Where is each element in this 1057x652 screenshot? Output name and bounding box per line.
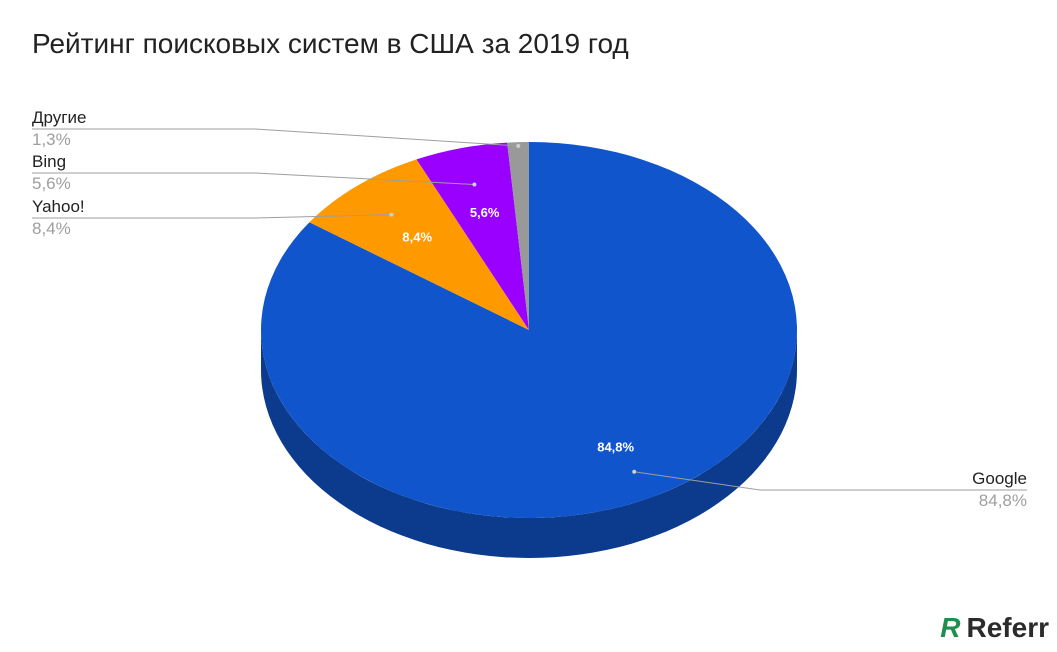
pie-sides bbox=[261, 330, 797, 558]
pie-side-google bbox=[261, 330, 797, 558]
brand-mark-icon: R bbox=[940, 612, 961, 643]
pie-callouts: Google 84,8% Другие 1,3% Bing 5,6% Yahoo! 8,4% bbox=[32, 108, 1027, 510]
callout-dot-slice-3 bbox=[516, 143, 521, 148]
callout-value-yahoo: 8,4% bbox=[32, 219, 71, 238]
pie-slice-labels: 84,8% 8,4% 5,6% bbox=[402, 205, 634, 455]
callout-line-bing bbox=[32, 172, 475, 186]
callout-line-yahoo bbox=[32, 214, 392, 219]
slice-label-bing: 5,6% bbox=[470, 205, 500, 220]
callout-dot-bing bbox=[472, 182, 477, 187]
callout-value-slice-3: 1,3% bbox=[32, 130, 71, 149]
callout-dot-yahoo bbox=[389, 212, 394, 217]
callout-name-bing: Bing bbox=[32, 152, 66, 171]
callout-line-google bbox=[634, 471, 1027, 491]
pie-top bbox=[261, 142, 798, 518]
callout-line-slice-3 bbox=[32, 128, 519, 147]
callout-dot-google bbox=[632, 469, 637, 474]
callout-name-yahoo: Yahoo! bbox=[32, 197, 85, 216]
pie-slice-bing bbox=[416, 142, 529, 330]
brand-logo: R Referr bbox=[940, 614, 1049, 642]
chart-title: Рейтинг поисковых систем в США за 2019 г… bbox=[32, 28, 629, 59]
pie-slice-yahoo bbox=[309, 159, 529, 330]
callout-value-google: 84,8% bbox=[979, 491, 1027, 510]
callout-name-slice-3: Другие bbox=[32, 108, 86, 127]
pie-slice-slice-3 bbox=[507, 142, 529, 330]
callout-name-google: Google bbox=[972, 469, 1027, 488]
callout-value-bing: 5,6% bbox=[32, 174, 71, 193]
brand-name: Referr bbox=[966, 612, 1049, 643]
slice-label-yahoo: 8,4% bbox=[402, 229, 432, 244]
slice-label-google: 84,8% bbox=[597, 440, 634, 455]
